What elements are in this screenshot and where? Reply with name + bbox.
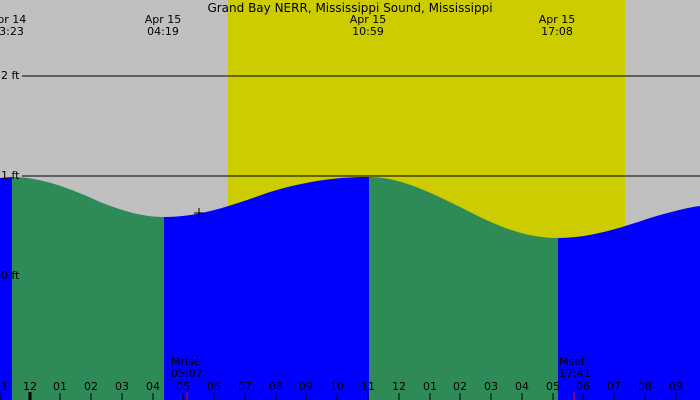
hour-label: 10 — [330, 380, 344, 393]
hour-label: 12 — [23, 380, 37, 393]
hour-label: 04 — [515, 380, 529, 393]
falling-tide-area-2 — [369, 177, 558, 400]
event-label-0: Apr 14 23:23 — [0, 14, 38, 38]
hour-label: 01 — [423, 380, 437, 393]
moonset-label: Mset 17:41 — [559, 356, 591, 380]
event-label-2: Apr 15 10:59 — [338, 14, 398, 38]
hour-label: 09 — [669, 380, 683, 393]
moonset-text: Mset — [559, 355, 586, 368]
y-label-0ft: 0 ft — [1, 269, 20, 282]
hour-label: 07 — [238, 380, 252, 393]
hour-label: 11 — [361, 380, 375, 393]
hour-label: 03 — [484, 380, 498, 393]
hour-label: 11 — [0, 380, 8, 393]
hour-label: 08 — [638, 380, 652, 393]
event-date: Apr 15 — [538, 13, 576, 26]
moonrise-label: Mrise 05:07 — [171, 356, 203, 380]
hour-label: 07 — [607, 380, 621, 393]
rising-tide-area-2 — [558, 206, 700, 400]
hour-label: 04 — [146, 380, 160, 393]
hour-label: 03 — [115, 380, 129, 393]
y-label-1ft: 1 ft — [1, 169, 20, 182]
hour-label: 01 — [53, 380, 67, 393]
hour-label: 02 — [84, 380, 98, 393]
event-time: 17:08 — [541, 25, 573, 38]
rising-tide-area-1 — [164, 177, 369, 400]
event-date: Apr 14 — [0, 13, 27, 26]
event-time: 10:59 — [352, 25, 384, 38]
hour-label: 06 — [576, 380, 590, 393]
hour-label: 06 — [207, 380, 221, 393]
chart-title: Grand Bay NERR, Mississippi Sound, Missi… — [207, 1, 493, 15]
falling-tide-area-1 — [12, 177, 164, 400]
event-time: 23:23 — [0, 25, 24, 38]
event-date: Apr 15 — [349, 13, 387, 26]
hour-label: 02 — [453, 380, 467, 393]
hour-label: 05 — [546, 380, 560, 393]
moonrise-time: 05:07 — [171, 367, 203, 380]
hour-label: 09 — [299, 380, 313, 393]
hour-ticks — [0, 392, 677, 400]
hour-label: 05 — [176, 380, 190, 393]
event-date: Apr 15 — [144, 13, 182, 26]
y-label-2ft: 2 ft — [1, 69, 20, 82]
rising-tide-area-0 — [0, 177, 12, 400]
hour-label: 12 — [392, 380, 406, 393]
event-time: 04:19 — [147, 25, 179, 38]
hour-label: 08 — [269, 380, 283, 393]
moonset-time: 17:41 — [559, 367, 591, 380]
event-label-1: Apr 15 04:19 — [133, 14, 193, 38]
current-time-marker — [194, 208, 204, 218]
moonrise-text: Mrise — [171, 355, 201, 368]
event-label-3: Apr 15 17:08 — [527, 14, 587, 38]
